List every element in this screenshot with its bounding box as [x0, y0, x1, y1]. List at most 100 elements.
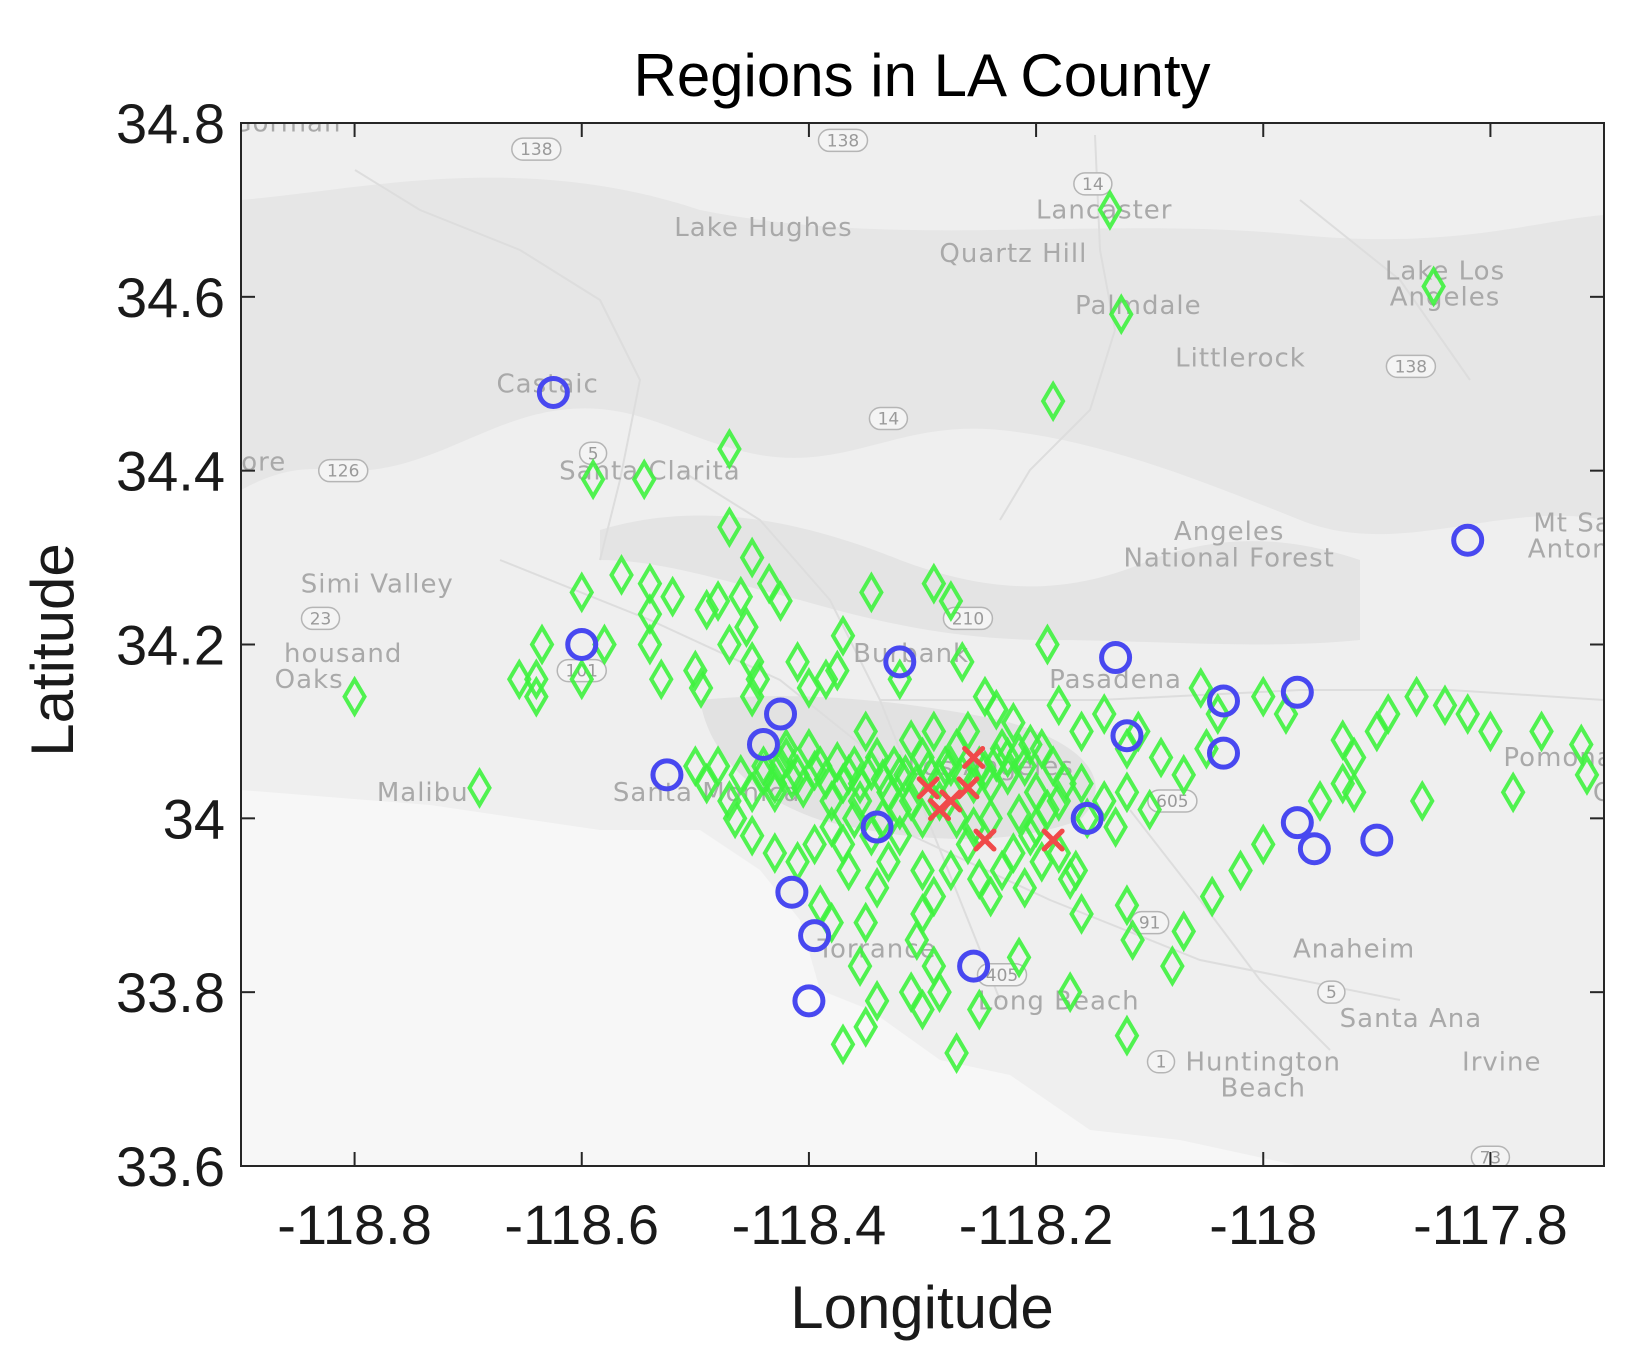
circle-marker — [1206, 684, 1240, 718]
x-marker — [973, 828, 997, 852]
route-shield — [317, 458, 369, 483]
x-tick-label: -118.6 — [504, 1193, 659, 1256]
diamond-marker — [1029, 727, 1055, 770]
map-place-label: Mt San — [1533, 509, 1629, 539]
diamond-marker — [921, 562, 947, 605]
circle-marker — [792, 984, 826, 1018]
diamond-marker — [1012, 866, 1038, 909]
x-tick-label: -118.8 — [277, 1193, 432, 1256]
diamond-marker — [1478, 710, 1503, 753]
mountains-inner — [600, 515, 1360, 645]
diamond-marker — [944, 797, 969, 840]
x-tick-label: -118.4 — [732, 1193, 887, 1256]
diamond-marker — [1188, 667, 1214, 709]
y-tick-label: 34.4 — [116, 440, 225, 503]
diamond-marker — [830, 614, 856, 657]
y-axis-label: Latitude — [19, 543, 86, 757]
diamond-marker — [898, 719, 924, 762]
diamond-marker — [1404, 675, 1429, 718]
diamond-marker — [768, 745, 793, 788]
diamond-marker — [1018, 723, 1043, 766]
x-tick-label: -117.8 — [1413, 1193, 1568, 1256]
mountains — [241, 177, 1604, 535]
map-place-label: Malibu — [377, 778, 469, 808]
circle-marker — [1280, 675, 1314, 709]
diamond-marker — [722, 797, 748, 840]
diamond-marker — [859, 571, 884, 614]
diamond-marker — [1568, 723, 1594, 766]
circle-marker — [1099, 641, 1133, 675]
route-shield — [1146, 1049, 1176, 1074]
circle-marker — [1070, 801, 1104, 835]
diamond-marker — [1603, 729, 1604, 734]
diamond-marker — [745, 658, 771, 701]
diamond-marker — [768, 580, 793, 622]
diamond-marker — [876, 840, 901, 883]
diamond-marker — [717, 506, 742, 549]
diamond-marker — [1006, 732, 1032, 775]
diamond-marker — [853, 1005, 879, 1048]
map-place-label: Palmdale — [1075, 291, 1202, 321]
diamond-marker — [1171, 753, 1197, 796]
route-shield-label: 5 — [1326, 983, 1337, 1003]
map-place-label: Gorman — [231, 109, 341, 139]
circle-marker — [1360, 823, 1394, 857]
diamond-marker — [1114, 1014, 1140, 1057]
map-place-label: Chi — [1593, 778, 1637, 808]
diamond-marker — [1137, 788, 1162, 831]
diamond-marker — [949, 640, 975, 683]
route-shield-label: 14 — [1082, 175, 1104, 195]
diamond-marker — [523, 658, 549, 701]
route-shield-label: 605 — [1156, 792, 1188, 812]
diamond-marker — [1120, 919, 1145, 961]
y-tick-label: 34 — [163, 787, 225, 850]
map-place-label: Irvine — [1462, 1047, 1541, 1077]
diamond-marker — [802, 823, 827, 866]
diamond-marker — [1057, 971, 1083, 1014]
diamond-marker — [751, 745, 776, 788]
diamond-marker — [1006, 793, 1032, 835]
diamond-marker — [904, 919, 930, 961]
diamond-marker — [853, 710, 879, 753]
map-place-label: Castaic — [497, 369, 599, 399]
route-shield — [1317, 980, 1346, 1004]
map-place-label: Simi Valley — [301, 569, 454, 599]
diamond-marker — [830, 1023, 856, 1066]
map-place-label: Anaheim — [1293, 934, 1415, 964]
route-shield-label: 23 — [310, 609, 332, 629]
route-shield — [300, 606, 341, 631]
route-shield — [1073, 172, 1113, 196]
diamond-marker — [1001, 701, 1026, 744]
roads — [354, 134, 1604, 1051]
map-place-label: Santa Ana — [1340, 1004, 1483, 1034]
circle-marker — [565, 628, 599, 661]
diamond-marker — [1006, 936, 1032, 979]
diamond-marker — [881, 745, 907, 788]
diamond-marker — [1160, 945, 1185, 988]
diamond-marker — [1228, 849, 1253, 892]
diamond-marker — [739, 814, 765, 857]
diamond-marker — [1091, 780, 1117, 822]
y-tick-label: 34.6 — [116, 266, 225, 329]
diamond-marker — [467, 766, 492, 809]
diamond-marker — [921, 710, 947, 753]
diamond-marker — [864, 979, 890, 1022]
diamond-marker — [609, 554, 634, 596]
diamond-marker — [1432, 684, 1458, 727]
diamond-marker — [637, 623, 663, 666]
route-shield-label: 14 — [878, 410, 900, 430]
route-shield-label: 210 — [952, 609, 984, 629]
circle-marker — [860, 810, 894, 844]
x-marker — [928, 798, 952, 822]
diamond-marker — [836, 753, 861, 796]
diamond-marker — [910, 849, 935, 892]
diamond-marker — [342, 675, 367, 718]
diamond-marker — [984, 688, 1009, 731]
route-shield-label: 138 — [827, 131, 859, 151]
diamond-marker — [1046, 684, 1072, 727]
diamond-marker — [1574, 753, 1600, 796]
diamond-marker — [1125, 710, 1151, 753]
diamond-marker — [927, 971, 952, 1014]
